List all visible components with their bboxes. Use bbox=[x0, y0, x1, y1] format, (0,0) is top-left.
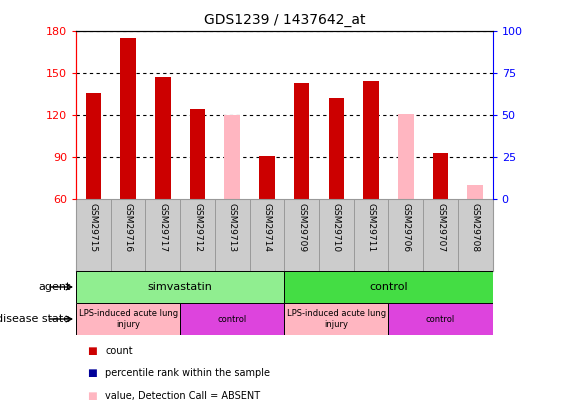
Text: GSM29708: GSM29708 bbox=[471, 202, 480, 252]
Bar bbox=[225, 115, 240, 199]
Text: agent: agent bbox=[38, 282, 70, 292]
Bar bbox=[329, 98, 344, 199]
Bar bbox=[284, 303, 388, 335]
Text: disease state: disease state bbox=[0, 314, 70, 324]
Text: control: control bbox=[426, 315, 455, 324]
Bar bbox=[190, 109, 205, 199]
Bar bbox=[86, 93, 101, 199]
Text: GSM29707: GSM29707 bbox=[436, 202, 445, 252]
Text: GSM29709: GSM29709 bbox=[297, 202, 306, 252]
Text: percentile rank within the sample: percentile rank within the sample bbox=[105, 369, 270, 379]
Text: GSM29717: GSM29717 bbox=[158, 202, 167, 252]
Bar bbox=[259, 156, 275, 199]
Title: GDS1239 / 1437642_at: GDS1239 / 1437642_at bbox=[204, 13, 365, 27]
Text: count: count bbox=[105, 346, 133, 356]
Text: ■: ■ bbox=[87, 391, 97, 401]
Bar bbox=[76, 303, 180, 335]
Bar bbox=[398, 113, 414, 199]
Text: GSM29711: GSM29711 bbox=[367, 202, 376, 252]
Text: LPS-induced acute lung
injury: LPS-induced acute lung injury bbox=[78, 309, 178, 329]
Text: GSM29714: GSM29714 bbox=[262, 202, 271, 252]
Text: control: control bbox=[369, 282, 408, 292]
Bar bbox=[76, 271, 284, 303]
Bar bbox=[294, 83, 310, 199]
Bar bbox=[155, 77, 171, 199]
Text: control: control bbox=[218, 315, 247, 324]
Text: GSM29710: GSM29710 bbox=[332, 202, 341, 252]
Text: GSM29715: GSM29715 bbox=[89, 202, 98, 252]
Bar bbox=[433, 153, 448, 199]
Text: GSM29712: GSM29712 bbox=[193, 202, 202, 252]
Text: GSM29706: GSM29706 bbox=[401, 202, 410, 252]
Text: GSM29716: GSM29716 bbox=[124, 202, 132, 252]
Text: value, Detection Call = ABSENT: value, Detection Call = ABSENT bbox=[105, 391, 261, 401]
Bar bbox=[467, 185, 483, 199]
Text: simvastatin: simvastatin bbox=[148, 282, 213, 292]
Bar bbox=[363, 81, 379, 199]
Text: LPS-induced acute lung
injury: LPS-induced acute lung injury bbox=[287, 309, 386, 329]
Text: ■: ■ bbox=[87, 346, 97, 356]
Bar bbox=[388, 303, 493, 335]
Bar bbox=[120, 38, 136, 199]
Text: ■: ■ bbox=[87, 369, 97, 379]
Bar bbox=[284, 271, 493, 303]
Bar bbox=[180, 303, 284, 335]
Text: GSM29713: GSM29713 bbox=[228, 202, 236, 252]
